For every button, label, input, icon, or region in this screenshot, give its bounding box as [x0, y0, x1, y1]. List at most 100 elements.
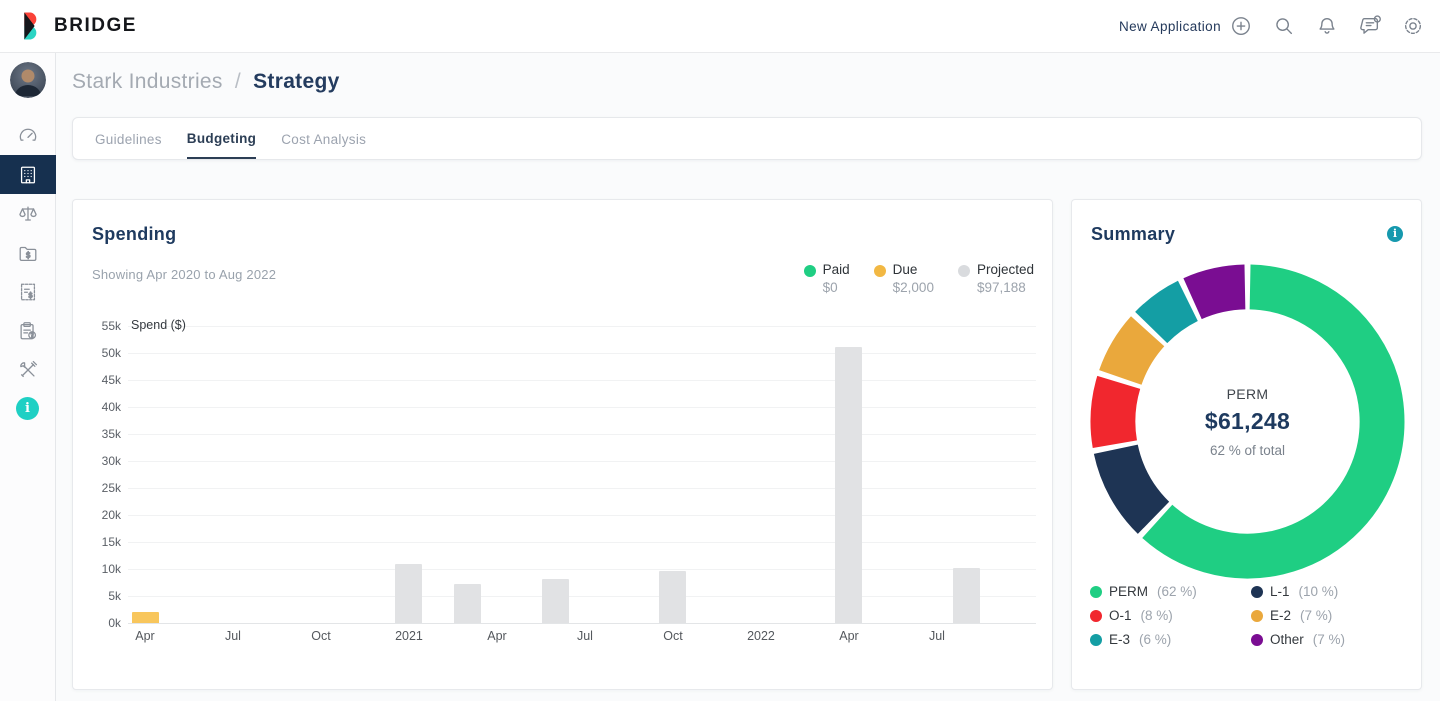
x-tick-label: Apr [839, 629, 859, 643]
summary-card: Summary i PERM $61,248 62 % of total PER… [1071, 199, 1422, 690]
x-tick-label: 2022 [747, 629, 775, 643]
svg-text:?: ? [30, 332, 33, 339]
header-actions: New Application [1119, 15, 1424, 37]
breadcrumb-parent[interactable]: Stark Industries [72, 70, 223, 93]
perm-dot-icon [1090, 585, 1102, 598]
gridline [128, 488, 1036, 489]
legend-pct: (10 %) [1298, 584, 1339, 599]
legend-item-l1: L-1 (10 %) [1251, 584, 1405, 599]
y-tick-label: 55k [101, 319, 121, 333]
gridline [128, 461, 1036, 462]
sidebar-item-invoices[interactable]: $ [0, 272, 56, 311]
gridline [128, 542, 1036, 543]
y-axis-title: Spend ($) [131, 318, 186, 332]
new-application-button[interactable]: New Application [1119, 15, 1252, 37]
sidebar-item-billing[interactable]: $ [0, 233, 56, 272]
sidebar-item-questionnaires[interactable]: ? [0, 311, 56, 350]
scales-icon [18, 205, 37, 221]
x-tick-label: 2021 [395, 629, 423, 643]
x-tick-label: Oct [663, 629, 683, 643]
search-icon[interactable] [1273, 15, 1295, 37]
gridline [128, 623, 1036, 624]
legend-pct: (7 %) [1300, 608, 1333, 623]
legend-item-other: Other (7 %) [1251, 632, 1405, 647]
sidebar-item-info[interactable]: i [0, 389, 56, 428]
x-tick-label: Jul [576, 629, 593, 643]
tab-budgeting[interactable]: Budgeting [186, 118, 257, 159]
receipt-dollar-icon: $ [20, 283, 35, 300]
y-tick-label: 50k [101, 346, 121, 360]
gear-icon[interactable] [1402, 15, 1424, 37]
sidebar-item-tools[interactable] [0, 350, 56, 389]
y-tick-label: 30k [101, 454, 121, 468]
sidebar-item-company[interactable] [0, 155, 56, 194]
avatar-photo [9, 62, 46, 98]
page-title: Strategy [253, 70, 340, 93]
o1-dot-icon [1090, 609, 1102, 622]
legend-label: Other [1270, 632, 1304, 647]
sidebar: $ $ ? [0, 53, 56, 701]
gridline [128, 434, 1036, 435]
gridline [128, 569, 1036, 570]
legend-pct: (6 %) [1139, 632, 1172, 647]
bridge-logo-icon [24, 12, 37, 40]
sidebar-item-legal[interactable] [0, 194, 56, 233]
bar-due [131, 612, 159, 623]
sidebar-item-dashboard[interactable] [0, 116, 56, 155]
y-tick-label: 45k [101, 373, 121, 387]
legend-item-perm: PERM (62 %) [1090, 584, 1251, 599]
gridline [128, 407, 1036, 408]
legend-item-projected: Projected $97,188 [957, 262, 1034, 295]
gauge-icon [19, 128, 36, 141]
bar-projected [835, 347, 863, 623]
svg-text:$: $ [25, 250, 30, 259]
bar-projected [542, 579, 570, 623]
legend-label: L-1 [1270, 584, 1290, 599]
header: BRIDGE New Application [0, 0, 1440, 53]
spending-date-range: Showing Apr 2020 to Aug 2022 [92, 267, 277, 282]
gridline [128, 380, 1036, 381]
plus-circle-icon [1232, 17, 1250, 35]
avatar[interactable] [9, 62, 46, 98]
bell-icon[interactable] [1316, 15, 1338, 37]
y-tick-label: 5k [108, 589, 121, 603]
x-tick-label: Jul [928, 629, 945, 643]
y-tick-label: 20k [101, 508, 121, 522]
breadcrumb-separator: / [234, 70, 241, 93]
summary-legend: PERM (62 %) L-1 (10 %) O-1 (8 %) E-2 (7 … [1090, 584, 1405, 647]
x-tick-label: Oct [311, 629, 331, 643]
tab-cost-analysis[interactable]: Cost Analysis [281, 132, 367, 147]
y-tick-label: 25k [101, 481, 121, 495]
gridline [128, 353, 1036, 354]
e3-dot-icon [1090, 633, 1102, 646]
due-dot-icon [873, 265, 886, 277]
other-dot-icon [1251, 633, 1263, 646]
legend-label: Projected [976, 262, 1034, 277]
summary-info-icon[interactable]: i [1387, 226, 1403, 242]
donut-segment-e-2 [1099, 316, 1165, 386]
legend-value: $97,188 [976, 280, 1026, 295]
bar-projected [952, 567, 980, 623]
y-tick-label: 40k [101, 400, 121, 414]
bar-projected [659, 571, 687, 623]
legend-value: $2,000 [892, 280, 934, 295]
spending-bar-chart: 0k 5k 10k 15k 20k 25k 30k 35k 40k 45k 50k 55k Spend … [73, 200, 1052, 689]
donut-segment-l-1 [1093, 443, 1170, 534]
donut-segment-o-1 [1090, 375, 1141, 448]
tools-icon [19, 360, 37, 377]
donut-segment-perm [1142, 264, 1405, 579]
legend-item-o1: O-1 (8 %) [1090, 608, 1251, 623]
y-tick-label: 35k [101, 427, 121, 441]
l1-dot-icon [1251, 585, 1263, 598]
x-tick-label: Jul [224, 629, 241, 643]
legend-label: E-3 [1109, 632, 1131, 647]
projected-dot-icon [957, 265, 970, 277]
clipboard-question-icon: ? [19, 321, 36, 340]
donut-segment-other [1183, 264, 1247, 320]
breadcrumb: Stark Industries / Strategy [72, 70, 340, 94]
legend-label: O-1 [1109, 608, 1132, 623]
tab-guidelines[interactable]: Guidelines [95, 132, 162, 147]
chat-icon[interactable] [1359, 15, 1381, 37]
brand-logo[interactable]: BRIDGE [18, 11, 137, 41]
legend-pct: (62 %) [1157, 584, 1197, 599]
